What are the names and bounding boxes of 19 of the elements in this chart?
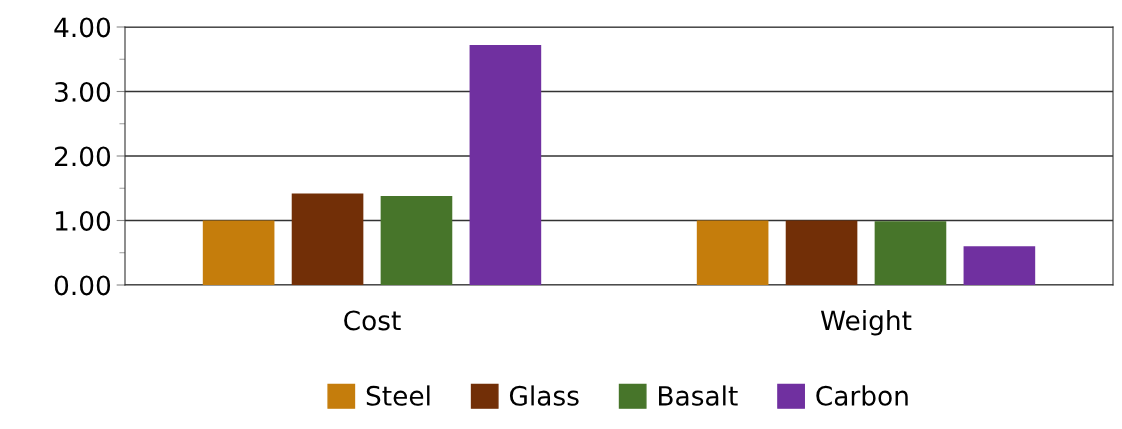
bar bbox=[291, 193, 364, 285]
bar bbox=[963, 246, 1036, 285]
legend-label: Basalt bbox=[659, 385, 738, 406]
y-tick-label: 3.00 bbox=[55, 81, 111, 102]
bar bbox=[696, 220, 769, 285]
legend-label: Glass bbox=[509, 385, 579, 406]
legend-label: Carbon bbox=[816, 385, 908, 406]
x-tick-label: Weight bbox=[820, 310, 912, 336]
y-tick-label: 2.00 bbox=[54, 146, 111, 167]
bar bbox=[380, 195, 453, 285]
bar bbox=[469, 45, 542, 285]
y-tick-label: 1.00 bbox=[55, 210, 111, 231]
bar bbox=[785, 220, 858, 285]
bar bbox=[202, 220, 275, 285]
x-tick-label: Cost bbox=[344, 310, 401, 331]
y-tick-label: 4.00 bbox=[54, 17, 111, 38]
y-tick-label: 0.00 bbox=[54, 275, 111, 296]
legend-label: Steel bbox=[366, 385, 430, 406]
bar bbox=[874, 221, 947, 285]
